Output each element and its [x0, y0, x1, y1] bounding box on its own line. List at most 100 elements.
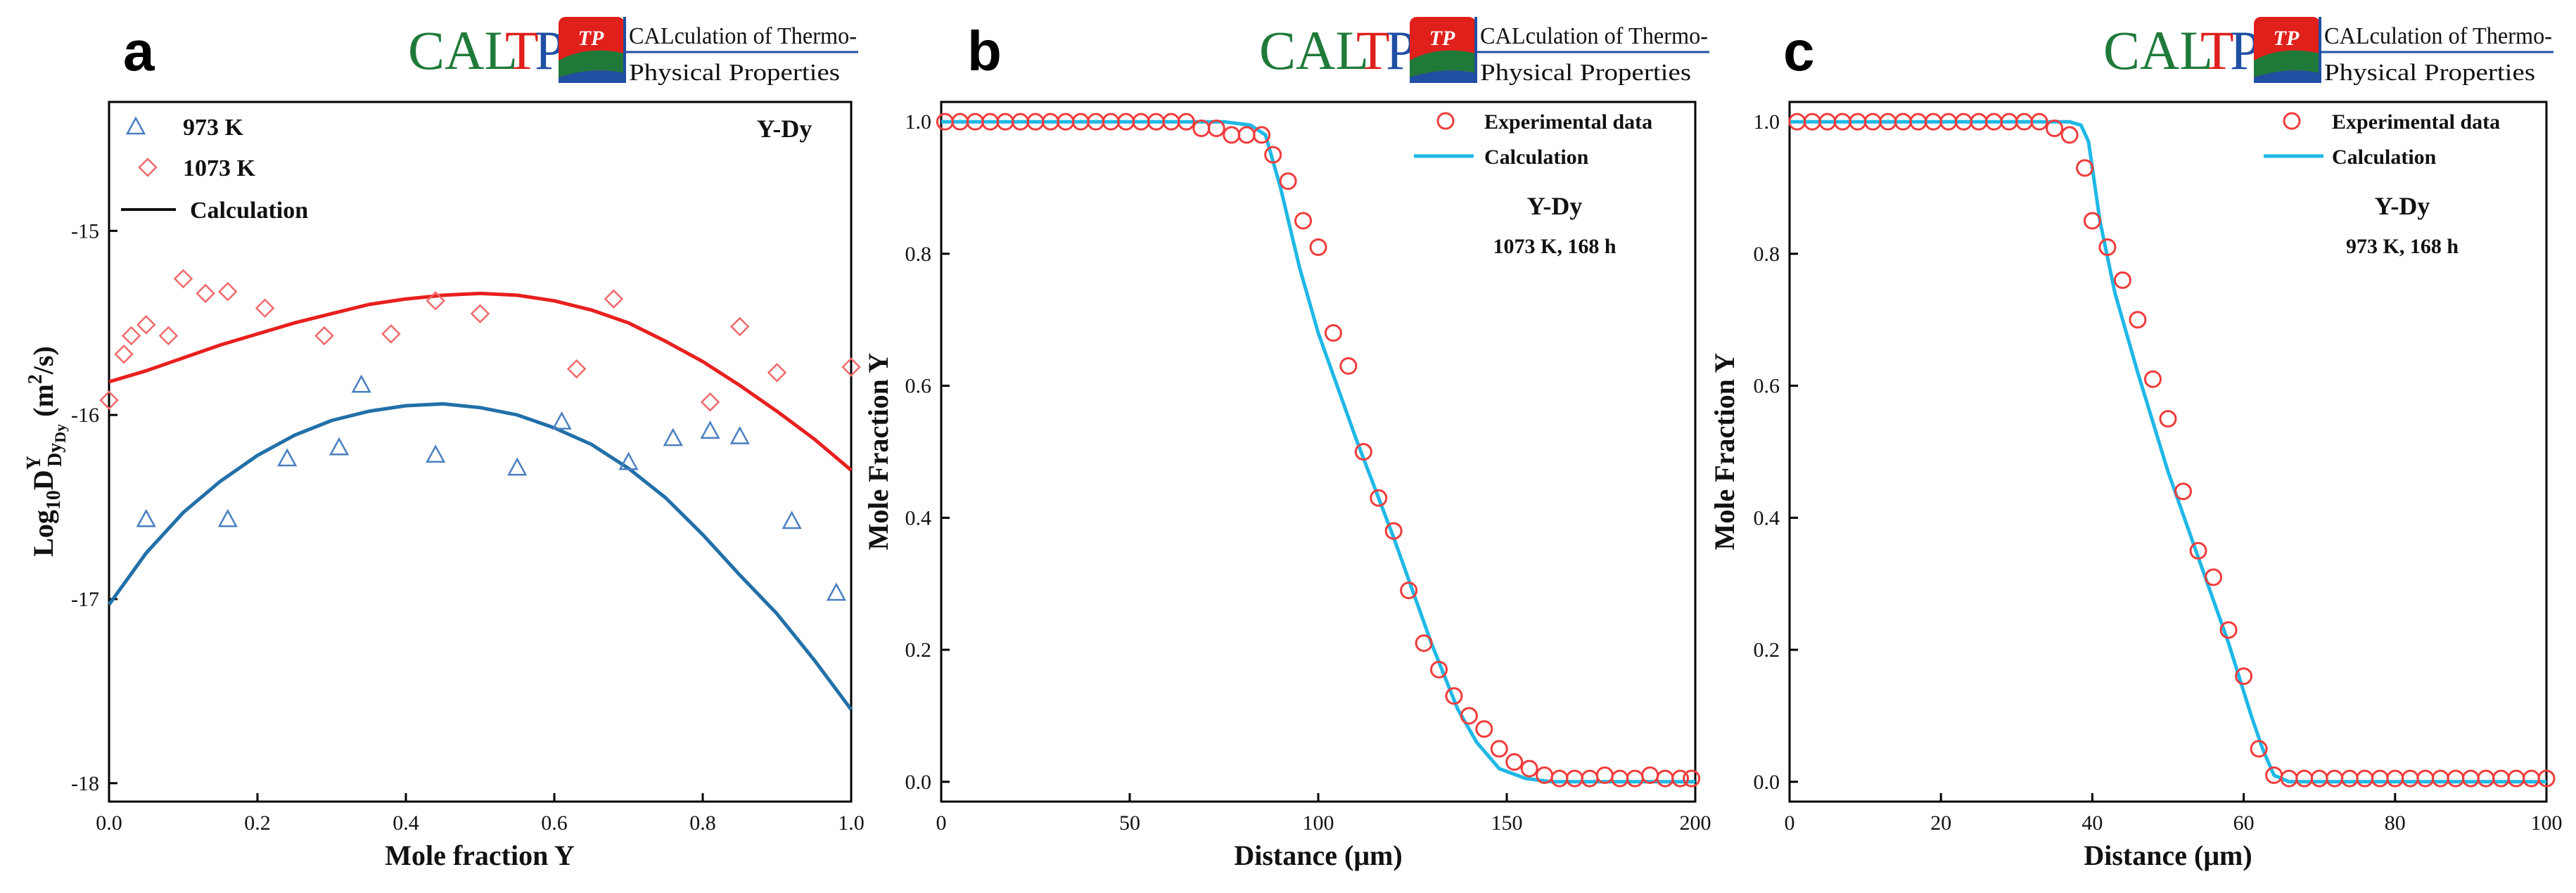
data-point-973-k [217, 508, 238, 527]
data-point-experimental-data [2030, 113, 2048, 131]
data-point-experimental-data [2098, 238, 2117, 257]
data-point-experimental-data [2250, 740, 2268, 758]
data-point-experimental-data [1520, 759, 1538, 778]
legend-1073k: 1073 K [183, 155, 256, 181]
data-point-1073-k [99, 390, 119, 410]
data-point-experimental-data [2401, 769, 2419, 788]
logo-badge-text: TP [578, 27, 604, 50]
logo-t: T [2200, 20, 2234, 81]
x-tick-label-a: 0.6 [541, 811, 568, 835]
data-point-973-k [507, 457, 528, 476]
data-point-experimental-data [1581, 769, 1599, 788]
data-point-experimental-data [1253, 126, 1271, 144]
caltpp-logo: CAL T PP TP CALculation of Thermo- Physi… [2103, 17, 2553, 86]
x-tick-label-a: 0.0 [96, 811, 122, 835]
x-tick-label-b: 50 [1119, 811, 1140, 835]
legend-973k: 973 K [183, 115, 244, 141]
plot-frame-c [1788, 101, 2548, 803]
legend-marker-experimental-b [1436, 112, 1455, 130]
logo-t: T [505, 20, 539, 81]
y-tick-label-a: -15 [71, 219, 99, 243]
y-tick-label-c: 0.4 [1754, 506, 1780, 529]
data-point-experimental-data [2235, 667, 2253, 686]
data-point-1073-k [114, 344, 134, 364]
calculation-curves-a [107, 291, 853, 711]
axes-a: 0.0 0.2 0.4 0.6 0.8 1.0 -18 -17 -16 -15 [71, 219, 865, 835]
data-point-1073-k [381, 324, 401, 344]
data-point-experimental-data [2174, 482, 2193, 501]
data-point-experimental-data [2310, 769, 2328, 788]
legend-calculation-a: Calculation [190, 198, 308, 224]
data-point-experimental-data [1445, 687, 1463, 705]
data-point-experimental-data [1490, 740, 1508, 758]
x-tick-label-c: 100 [2531, 811, 2563, 835]
logo-line1: CALculation of Thermo- [2324, 23, 2552, 49]
y-tick-label-b: 0.6 [905, 375, 932, 398]
caltpp-logo: CAL T PP TP CALculation of Thermo- Physi… [1259, 17, 1709, 86]
y-tick-label-a: -17 [71, 588, 99, 611]
data-point-experimental-data [2205, 568, 2223, 586]
logo-cal: CAL [408, 20, 518, 81]
data-point-experimental-data [2416, 769, 2435, 788]
y-tick-label-c: 1.0 [1754, 110, 1780, 134]
logo-line2: Physical Properties [2324, 60, 2535, 86]
x-axis-label-c: Distance (μm) [2084, 840, 2252, 871]
data-point-973-k [618, 451, 639, 470]
legend-marker-1073k [138, 158, 158, 177]
data-points-b [936, 113, 1701, 788]
x-axis-label-b: Distance (μm) [1234, 840, 1402, 871]
data-point-experimental-data [2507, 769, 2525, 788]
series-line-calculation-1073-k [108, 291, 853, 472]
legend-c: Experimental data Calculation [2264, 110, 2500, 169]
data-point-experimental-data [1671, 769, 1690, 788]
data-point-experimental-data [1460, 707, 1478, 725]
data-point-973-k [663, 428, 683, 446]
data-point-1073-k [196, 283, 215, 304]
panel-c: c CAL T PP TP CALculation of Thermo- Phy… [1709, 17, 2563, 871]
data-point-1073-k [218, 281, 238, 302]
legend-marker-experimental-c [2283, 112, 2301, 130]
data-point-experimental-data [1656, 769, 1674, 788]
data-point-experimental-data [1264, 146, 1282, 164]
x-tick-label-c: 60 [2233, 811, 2255, 835]
data-point-experimental-data [2083, 212, 2101, 230]
data-point-1073-k [136, 315, 156, 335]
y-axis-label-a: Log10DYDyDy (m2/s) [23, 346, 69, 557]
data-point-experimental-data [2461, 769, 2480, 788]
data-point-973-k [826, 582, 847, 601]
logo-badge-icon: TP [559, 17, 625, 83]
data-point-experimental-data [1324, 324, 1342, 342]
logo-badge-text: TP [1429, 27, 1455, 50]
data-point-experimental-data [1237, 126, 1256, 144]
data-point-experimental-data [2447, 769, 2465, 788]
system-label-b: Y-Dy [1527, 192, 1583, 220]
logo-cal: CAL [2103, 20, 2213, 81]
data-point-experimental-data [2076, 159, 2094, 177]
data-point-experimental-data [1354, 443, 1372, 461]
y-tick-label-c: 0.0 [1754, 771, 1780, 794]
x-tick-label-c: 40 [2081, 811, 2103, 835]
data-point-973-k [351, 374, 371, 393]
plot-frame-a [108, 101, 853, 803]
system-label-a: Y-Dy [757, 115, 812, 143]
data-point-experimental-data [2492, 769, 2510, 788]
logo-t: T [1356, 20, 1390, 81]
y-tick-label-a: -16 [71, 404, 99, 427]
x-tick-label-c: 0 [1785, 811, 1795, 835]
data-point-experimental-data [1565, 769, 1583, 788]
data-point-experimental-data [1294, 212, 1313, 230]
data-point-experimental-data [2386, 769, 2404, 788]
y-tick-label-c: 0.6 [1754, 375, 1780, 398]
logo-line1: CALculation of Thermo- [1480, 23, 1708, 49]
system-label-c: Y-Dy [2375, 192, 2430, 220]
logo-cal: CAL [1259, 20, 1369, 81]
data-point-experimental-data [1279, 172, 1297, 191]
data-point-1073-k [158, 326, 179, 346]
series-line-calculation-973-k [107, 401, 853, 711]
panel-label-c: c [1783, 20, 1815, 82]
data-points-a [99, 269, 861, 601]
logo-badge-icon: TP [2254, 17, 2320, 83]
data-point-1073-k [700, 392, 720, 412]
data-point-experimental-data [1177, 113, 1195, 131]
data-point-experimental-data [1400, 582, 1418, 600]
